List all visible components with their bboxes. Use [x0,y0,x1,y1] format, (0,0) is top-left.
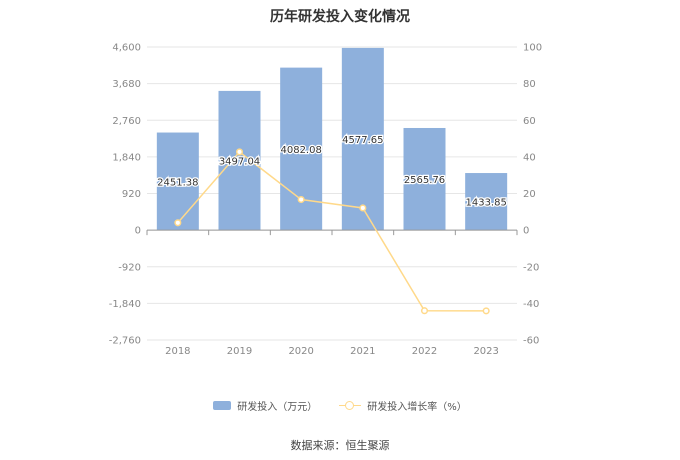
y-left-tick-label: 1,840 [112,152,141,163]
growth-rate-point [420,307,429,315]
growth-rate-point [297,195,305,204]
legend-label-growth-rate: 研发投入增长率（%） [367,402,467,413]
y-right-tick-label: 80 [523,79,536,90]
bar [465,173,508,231]
legend-swatch-line [339,400,362,411]
y-right-tick-label: 100 [523,43,542,54]
right-axis: 100 80 60 40 20 0 -20 -40 -60 [523,43,542,347]
data-labels: 2451.38 3497.04 4082.08 4577.65 2565.76 1433.… [156,134,508,210]
bar [156,132,199,231]
y-left-tick-label: 0 [135,226,141,237]
bar-data-label: 4082.08 [280,145,321,156]
chart-plot: 4,600 3,680 2,760 1,840 920 0 -920 -1,840 -2,760… [109,43,542,358]
y-right-tick-label: -60 [523,336,539,347]
bar-data-label: 4577.65 [342,135,383,146]
x-tick-label: 2022 [412,346,437,357]
y-left-tick-label: -920 [118,262,141,273]
bar-data-label: 2565.76 [404,175,445,186]
y-left-tick-label: 920 [122,189,141,200]
left-axis: 4,600 3,680 2,760 1,840 920 0 -920 -1,840 -2,760 [109,43,141,347]
bar-data-label: 1433.85 [465,198,506,209]
legend-item-rd-investment[interactable]: 研发投入（万元） [213,398,317,413]
growth-rate-line [177,150,487,312]
chart-title: 历年研发投入变化情况 [270,9,410,25]
data-source: 数据来源：恒生聚源 [290,439,390,452]
grid-lines [147,46,517,341]
bar-series [156,47,508,231]
y-right-tick-label: 20 [523,189,536,200]
growth-rate-point [482,307,490,315]
line-series [174,148,490,315]
y-left-tick-label: -2,760 [109,336,141,347]
x-tick-label: 2023 [473,346,498,357]
legend: 研发投入（万元） 研发投入增长率（%） [0,398,680,413]
x-tick-label: 2019 [227,346,252,357]
y-left-tick-label: 4,600 [112,43,141,54]
growth-rate-point [174,219,182,227]
legend-item-growth-rate[interactable]: 研发投入增长率（%） [339,398,467,413]
x-tick-label: 2018 [165,346,190,357]
bar-data-label: 3497.04 [219,157,260,168]
legend-swatch-bar [213,401,232,410]
legend-label-rd-investment: 研发投入（万元） [237,402,318,413]
y-right-tick-label: 0 [523,226,529,237]
y-right-tick-label: -20 [523,262,539,273]
y-right-tick-label: 60 [523,116,536,127]
bar [218,90,261,231]
bar-data-label: 2451.38 [157,177,198,188]
y-right-tick-label: -40 [523,299,539,310]
x-tick-label: 2021 [350,346,375,357]
growth-rate-point [235,148,244,156]
x-axis: 2018 2019 2020 2021 2022 2023 [146,229,518,357]
bar [341,47,384,231]
growth-rate-point [359,204,367,212]
bar [403,127,446,231]
x-tick-label: 2020 [288,346,313,357]
y-right-tick-label: 40 [523,152,536,163]
y-left-tick-label: -1,840 [109,299,141,310]
y-left-tick-label: 3,680 [112,79,141,90]
y-left-tick-label: 2,760 [112,116,141,127]
